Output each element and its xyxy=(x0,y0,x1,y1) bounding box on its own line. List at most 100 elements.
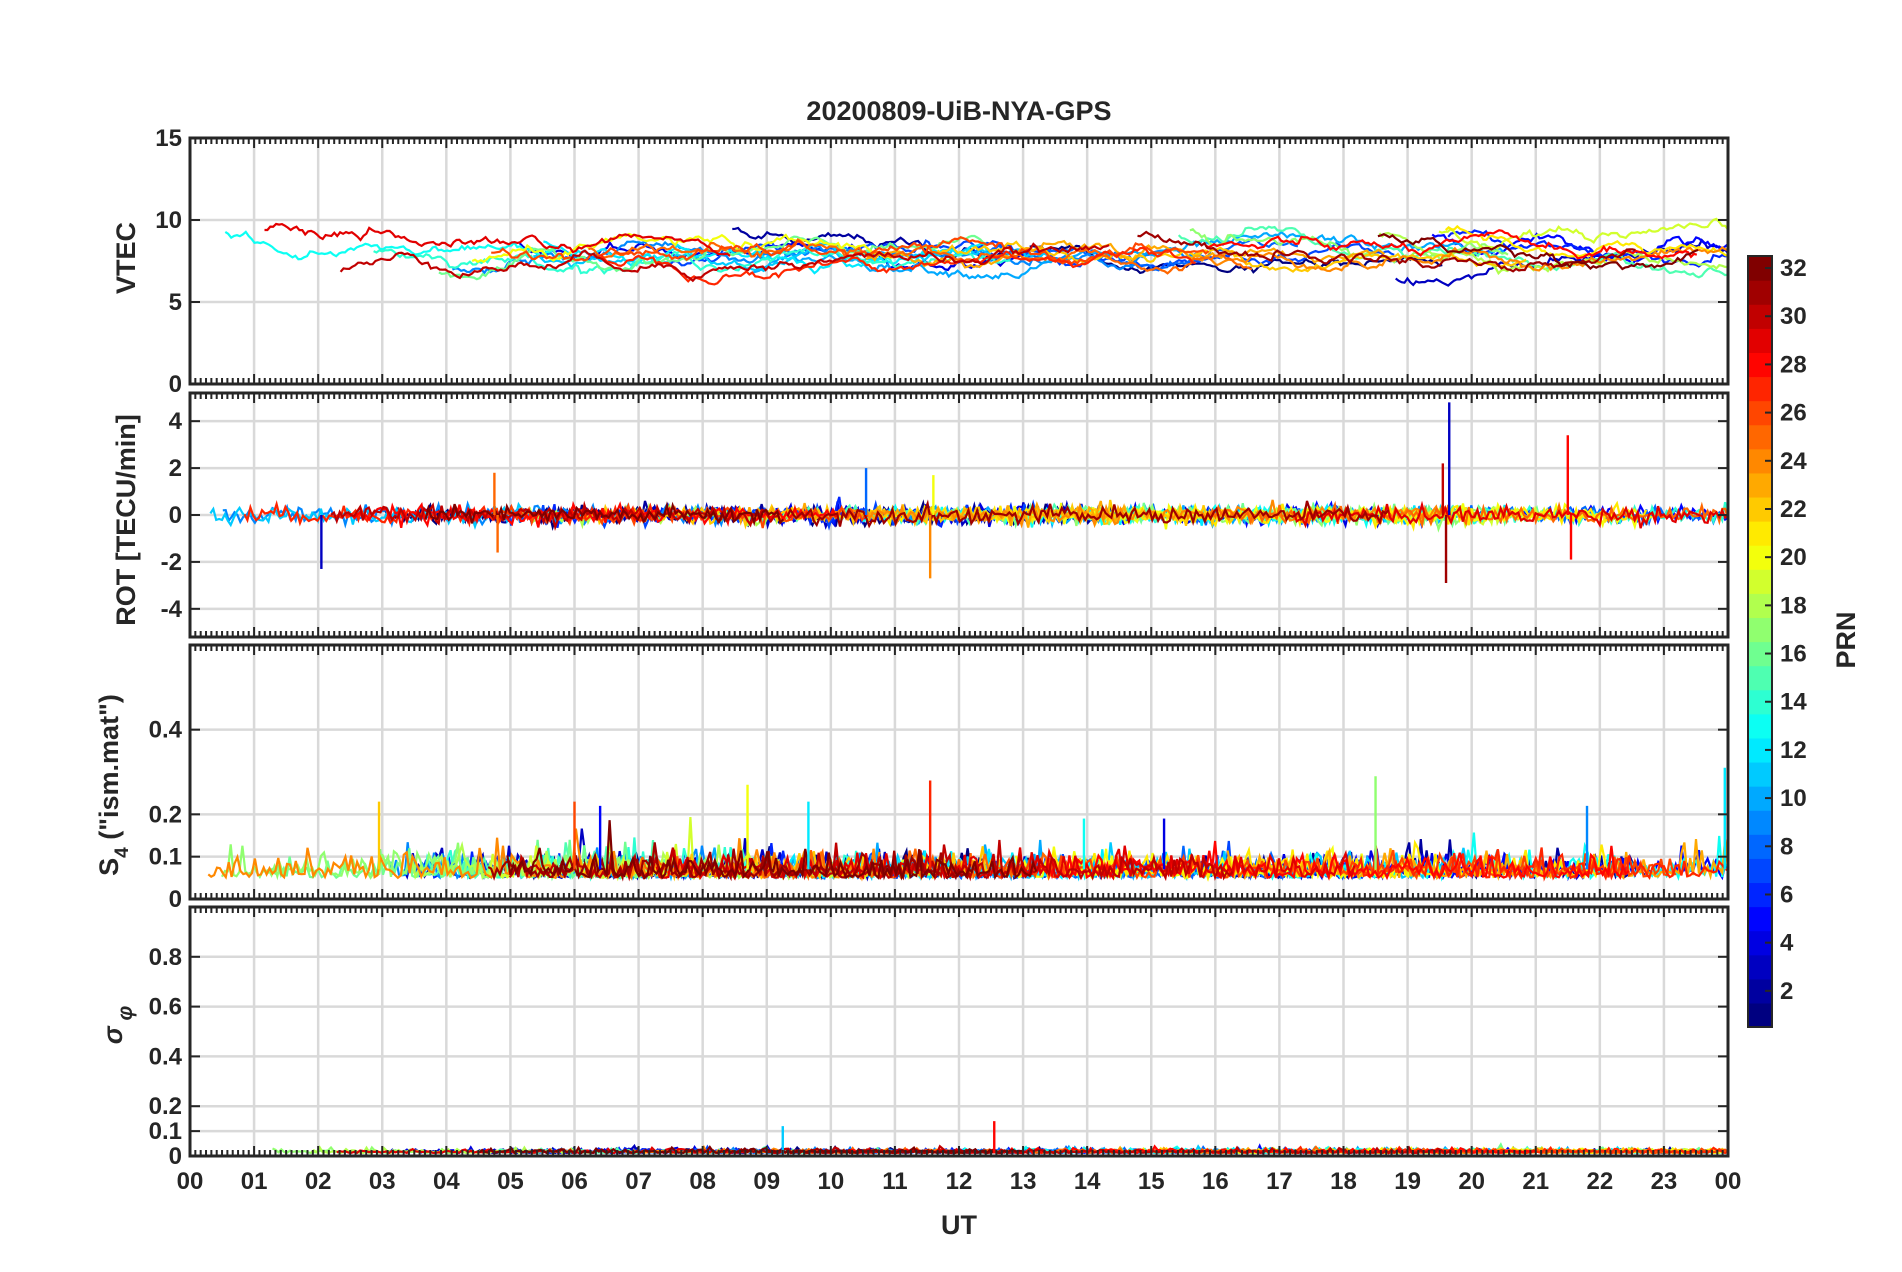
colorbar-tick-label: 26 xyxy=(1780,400,1807,427)
x-tick-label: 12 xyxy=(946,1168,973,1195)
colorbar-tick-label: 18 xyxy=(1780,592,1807,619)
trace-prn xyxy=(1351,847,1728,882)
colorbar-tick-label: 22 xyxy=(1780,496,1807,523)
x-tick-label: 14 xyxy=(1074,1168,1101,1195)
trace-prn xyxy=(1431,232,1728,266)
x-ticks xyxy=(189,393,1729,637)
colorbar-tick-label: 4 xyxy=(1780,930,1794,957)
colorbar-tick-label: 2 xyxy=(1780,978,1793,1005)
trace-prn xyxy=(1204,229,1698,260)
y-tick-label: 0.4 xyxy=(149,717,183,744)
x-tick-label: 03 xyxy=(369,1168,396,1195)
colorbar-segment xyxy=(1748,665,1772,691)
x-tick-label: 21 xyxy=(1522,1168,1549,1195)
sigma-phi-panel: 00.10.2 0.4 0.6 0.8 00 01 02 03 04 05 06 07 08 09 10 11… xyxy=(149,905,1741,1195)
colorbar-segment xyxy=(1748,617,1772,643)
x-tick-label: 15 xyxy=(1138,1168,1165,1195)
colorbar-segment xyxy=(1748,328,1772,353)
x-tick-label: 04 xyxy=(433,1168,460,1195)
trace-prn xyxy=(224,230,562,261)
x-tick-label: 17 xyxy=(1266,1168,1293,1195)
colorbar-segment xyxy=(1748,1002,1772,1028)
vtec-panel: 0 5 10 15 xyxy=(155,125,1730,398)
colorbar-segment xyxy=(1748,472,1772,498)
y-tick-label: 0 xyxy=(169,371,182,398)
s4-ylabel-text: S4 ("ism.mat") xyxy=(94,694,133,876)
y-tick-label: 0.1 xyxy=(149,844,182,871)
x-tick-label: 13 xyxy=(1010,1168,1037,1195)
figure-title: 20200809-UiB-NYA-GPS xyxy=(806,96,1111,126)
x-tick-label: 08 xyxy=(689,1168,716,1195)
colorbar-segment xyxy=(1748,858,1772,884)
x-tick-label: 20 xyxy=(1458,1168,1485,1195)
rot-panel: -4 -2 0 2 4 xyxy=(161,391,1730,639)
colorbar-label: PRN xyxy=(1831,611,1861,668)
trace-prn xyxy=(209,501,564,530)
colorbar-segment xyxy=(1748,906,1772,932)
trace-prn xyxy=(451,240,1203,275)
y-tick-label: 0.6 xyxy=(149,994,182,1021)
x-tick-label: 05 xyxy=(497,1168,524,1195)
colorbar-tick-label: 6 xyxy=(1780,881,1793,908)
colorbar-tick-label: 8 xyxy=(1780,833,1793,860)
y-tick-label: 0.8 xyxy=(149,944,182,971)
y-tick-label: 0.2 xyxy=(149,801,182,828)
rot-ylabel: ROT [TECU/min] xyxy=(111,414,141,625)
x-tick-label: 07 xyxy=(625,1168,652,1195)
colorbar-border xyxy=(1747,255,1773,1028)
x-tick-label: 23 xyxy=(1651,1168,1678,1195)
x-tick-label: 01 xyxy=(241,1168,268,1195)
y-tick-label: 0 xyxy=(169,886,182,913)
x-tick-label: 06 xyxy=(561,1168,588,1195)
colorbar-tick-label: 32 xyxy=(1780,255,1807,282)
trace-prn xyxy=(339,242,1110,283)
colorbar-segment xyxy=(1748,521,1772,546)
y-tick-label: 15 xyxy=(155,125,182,152)
trace-prn xyxy=(1395,238,1728,287)
x-tick-label: 16 xyxy=(1202,1168,1229,1195)
colorbar-segment xyxy=(1748,280,1772,305)
trace-prn xyxy=(506,820,1038,881)
colorbar-segment xyxy=(1748,569,1772,594)
x-tick-label: 11 xyxy=(882,1168,907,1195)
x-tick-label: 22 xyxy=(1586,1168,1613,1195)
traces xyxy=(207,767,1728,882)
colorbar-segment xyxy=(1748,954,1772,980)
colorbar-tick-label: 20 xyxy=(1780,544,1807,571)
x-ticks xyxy=(189,907,1729,1156)
colorbar-tick-label: 16 xyxy=(1780,641,1807,668)
colorbar-tick-label: 24 xyxy=(1780,448,1807,475)
y-tick-label: 0 xyxy=(169,1143,182,1170)
y-tick-label: -2 xyxy=(161,549,182,576)
colorbar-segment xyxy=(1748,424,1772,450)
y-tick-label: 5 xyxy=(169,289,182,316)
colorbar-tick-label: 14 xyxy=(1780,689,1807,716)
trace-prn xyxy=(786,499,1390,529)
x-axis-label: UT xyxy=(941,1210,977,1240)
traces xyxy=(209,402,1728,584)
y-tick-label: 0.2 xyxy=(149,1093,182,1120)
x-tick-label: 00 xyxy=(177,1168,204,1195)
colorbar-tick-label: 10 xyxy=(1780,785,1807,812)
y-tick-label: 0.1 xyxy=(149,1118,182,1145)
trace-prn xyxy=(424,501,785,527)
x-tick-label: 18 xyxy=(1330,1168,1357,1195)
colorbar-segment xyxy=(1748,713,1772,739)
y-tick-label: 10 xyxy=(155,207,182,234)
s4-panel: 0 0.1 0.2 0.4 xyxy=(149,643,1730,913)
x-tick-label: 10 xyxy=(817,1168,844,1195)
colorbar-tick-label: 12 xyxy=(1780,737,1807,764)
x-tick-label: 02 xyxy=(305,1168,332,1195)
y-tick-label: 0.4 xyxy=(149,1043,183,1070)
trace-prn xyxy=(1377,232,1699,271)
trace-prn xyxy=(264,222,731,257)
trace-prn xyxy=(471,232,905,264)
colorbar-segment xyxy=(1748,761,1772,787)
y-tick-label: 4 xyxy=(169,408,183,435)
colorbar-tick-label: 28 xyxy=(1780,351,1807,378)
trace-prn xyxy=(487,842,972,882)
trace-prn xyxy=(330,500,781,532)
sigma-phi-ylabel: σ φ xyxy=(98,1006,137,1045)
